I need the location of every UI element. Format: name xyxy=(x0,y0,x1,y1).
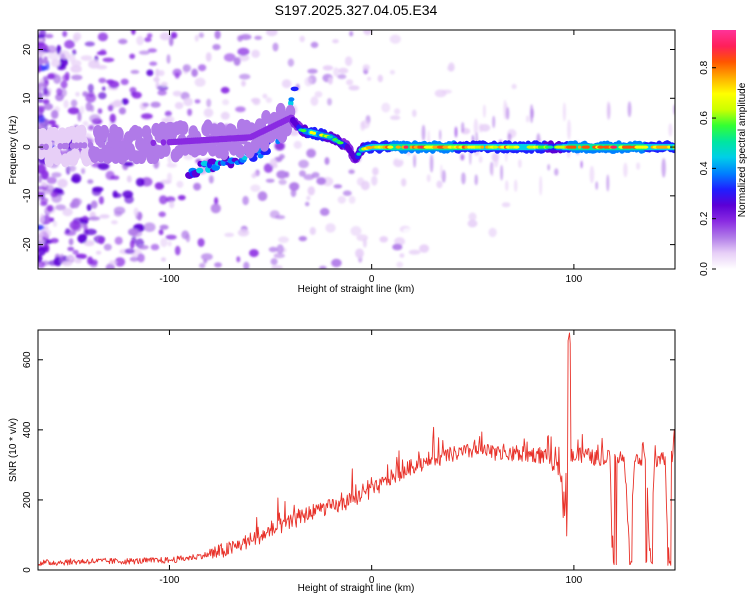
snr-panel: -100 0 100 0 200 400 600 Height of straight li… xyxy=(8,329,676,594)
spectrogram-noise xyxy=(38,30,675,269)
snr-background xyxy=(38,330,675,570)
colorbar-tick-label: 0.6 xyxy=(699,111,710,125)
snr-xtick-label: 100 xyxy=(566,575,583,586)
spectrogram-xtick-label: 100 xyxy=(566,274,583,285)
snr-series-line xyxy=(38,332,675,567)
spectrogram-ridge xyxy=(38,102,675,168)
colorbar-ticks: 0.0 0.2 0.4 0.6 0.8 xyxy=(699,60,716,276)
snr-frame xyxy=(37,329,676,571)
snr-ytick-label: 600 xyxy=(22,351,33,368)
spectrogram-frame xyxy=(37,29,676,270)
colorbar-gradient xyxy=(712,30,736,269)
snr-xlabel: Height of straight line (km) xyxy=(298,583,415,594)
snr-ticks: -100 0 100 0 200 400 600 xyxy=(22,330,675,586)
snr-ytick-label: 400 xyxy=(22,421,33,438)
spectrogram-ytick-label: 0 xyxy=(22,144,33,150)
colorbar-tick-label: 0.0 xyxy=(699,262,710,276)
colorbar-tick-label: 0.4 xyxy=(699,161,710,175)
snr-ytick-label: 0 xyxy=(22,567,33,573)
snr-xtick-label: -100 xyxy=(159,575,179,586)
spectrogram-ytick-label: -20 xyxy=(22,237,33,252)
colorbar-label: Normalized spectral amplitude xyxy=(737,82,748,217)
spectrogram-xtick-label: 0 xyxy=(369,274,375,285)
snr-ytick-label: 200 xyxy=(22,491,33,508)
snr-ylabel: SNR (10 * v/v) xyxy=(8,418,19,482)
spectrogram-ylabel: Frequency (Hz) xyxy=(8,116,19,185)
spectrogram-xtick-label: -100 xyxy=(159,274,179,285)
spectrogram-ytick-label: 10 xyxy=(22,92,33,104)
figure-title: S197.2025.327.04.05.E34 xyxy=(275,2,438,18)
spectrogram-blobs xyxy=(38,30,675,269)
colorbar: 0.0 0.2 0.4 0.6 0.8 Normalized spectral ampl… xyxy=(699,30,748,276)
snr-xtick-label: 0 xyxy=(369,575,375,586)
colorbar-tick-label: 0.8 xyxy=(699,60,710,74)
spectrogram-ytick-label: 20 xyxy=(22,44,33,56)
spectrogram-xlabel: Height of straight line (km) xyxy=(298,284,415,295)
colorbar-tick-label: 0.2 xyxy=(699,211,710,225)
spectrogram-ytick-label: -10 xyxy=(22,188,33,203)
